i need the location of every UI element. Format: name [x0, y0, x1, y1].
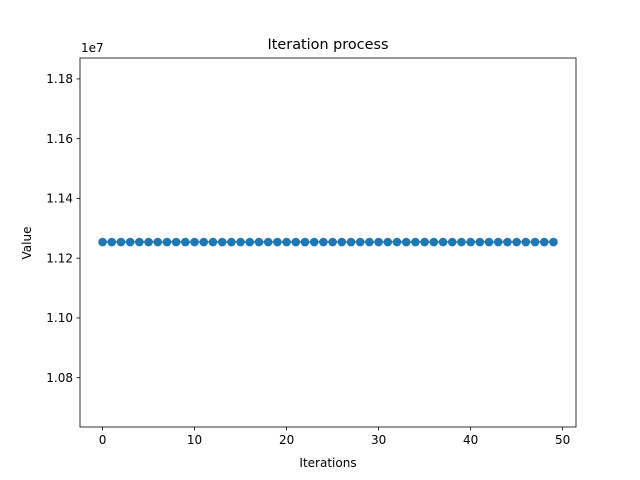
x-tick-label: 20 [279, 433, 294, 447]
data-point [319, 237, 328, 247]
y-offset-label: 1e7 [81, 41, 104, 55]
data-point [429, 237, 439, 247]
axis-layer: 0 10 20 30 40 50 1.08 1.10 1.12 1.14 1.16 1.18 [46, 72, 570, 447]
x-axis-label: Iterations [299, 456, 356, 470]
data-point [273, 237, 282, 247]
data-point [392, 237, 402, 247]
x-tick-label: 30 [371, 433, 386, 447]
data-point [300, 237, 310, 247]
data-point [190, 237, 199, 247]
data-point [162, 237, 172, 247]
data-point [153, 237, 163, 247]
data-point [328, 237, 337, 247]
data-point [521, 237, 531, 247]
data-point [181, 237, 190, 247]
data-point [135, 237, 144, 247]
data-point [420, 237, 429, 247]
y-tick-label: 1.14 [46, 192, 73, 206]
data-point [282, 237, 291, 247]
data-point [245, 237, 255, 247]
plot-frame [79, 57, 577, 428]
data-point [217, 237, 227, 247]
data-point [401, 237, 411, 247]
data-point [355, 237, 365, 247]
x-tick-label: 40 [463, 433, 478, 447]
x-tick-label: 0 [99, 433, 107, 447]
data-point [227, 237, 236, 247]
data-point [171, 237, 181, 247]
data-point [309, 237, 319, 247]
x-tick-label: 50 [555, 433, 570, 447]
data-point [263, 237, 273, 247]
data-point [98, 237, 107, 247]
data-point [346, 237, 356, 247]
y-axis-label: Value [20, 227, 34, 260]
data-point [539, 237, 549, 247]
data-point [365, 237, 374, 247]
data-point [549, 237, 558, 247]
x-tick-label: 10 [187, 433, 202, 447]
y-tick-label: 1.12 [46, 251, 73, 265]
data-point [254, 237, 264, 247]
data-point [475, 237, 485, 247]
data-point [107, 237, 117, 247]
data-point [199, 237, 209, 247]
data-point [447, 237, 457, 247]
data-point [374, 237, 383, 247]
data-point [337, 237, 347, 247]
data-point [484, 237, 494, 247]
data-point [457, 237, 466, 247]
data-point [236, 237, 245, 247]
y-tick-label: 1.08 [46, 371, 73, 385]
y-tick-label: 1.18 [46, 72, 73, 86]
y-tick-label: 1.16 [46, 132, 73, 146]
data-point [466, 237, 475, 247]
data-point [116, 237, 126, 247]
data-point [208, 237, 218, 247]
data-point [438, 237, 448, 247]
data-point [512, 237, 521, 247]
data-point [530, 237, 540, 247]
chart-title: Iteration process [268, 37, 389, 53]
data-point [493, 237, 503, 247]
data-point [411, 237, 420, 247]
data-point [383, 237, 393, 247]
data-point [144, 237, 153, 247]
data-point [291, 237, 301, 247]
data-point [125, 237, 135, 247]
series-layer [98, 237, 558, 247]
y-tick-label: 1.10 [46, 311, 73, 325]
data-point [503, 237, 512, 247]
